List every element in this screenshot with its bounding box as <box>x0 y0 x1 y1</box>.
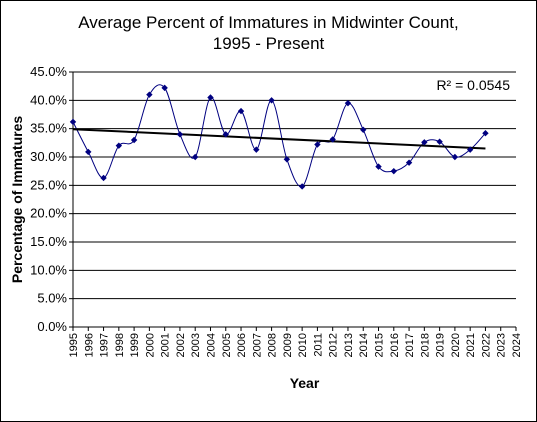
data-point <box>69 118 77 126</box>
x-tick-label: 2002 <box>175 333 187 357</box>
chart-title-line-1: Average Percent of Immatures in Midwinte… <box>78 13 459 32</box>
data-point <box>85 148 92 156</box>
data-point <box>100 174 107 182</box>
y-tick-label: 20.0% <box>30 206 67 221</box>
y-tick-label: 10.0% <box>30 262 67 277</box>
data-point <box>237 107 245 115</box>
x-tick-label: 2014 <box>358 333 370 357</box>
series-line <box>72 84 486 188</box>
x-tick-label: 2004 <box>205 333 217 357</box>
x-tick-label: 2005 <box>221 333 233 357</box>
y-axis-title: Percentage of Immatures <box>9 116 25 283</box>
x-tick-label: 2000 <box>144 333 156 357</box>
x-tick-label: 2013 <box>343 333 355 357</box>
x-tick-label: 2008 <box>267 333 279 357</box>
data-point <box>344 99 352 107</box>
data-point <box>222 131 229 138</box>
data-point <box>192 153 199 161</box>
data-point <box>283 156 291 163</box>
x-tick-label: 2016 <box>389 333 401 357</box>
y-tick-label: 25.0% <box>30 177 67 192</box>
data-point <box>405 159 413 166</box>
x-tick-label: 1999 <box>129 333 141 357</box>
data-point <box>146 91 153 98</box>
x-tick-label: 2010 <box>297 333 309 357</box>
data-point <box>375 163 382 170</box>
x-tick-label: 2003 <box>190 333 202 357</box>
trendline <box>72 128 486 150</box>
r-squared-label: R² = 0.0545 <box>436 77 510 93</box>
x-tick-label: 2006 <box>236 333 248 357</box>
data-point <box>176 131 184 138</box>
data-point <box>390 167 397 175</box>
y-tick-label: 15.0% <box>30 234 67 249</box>
data-point <box>466 146 474 153</box>
y-tick-label: 0.0% <box>37 319 67 334</box>
data-point <box>482 130 489 137</box>
data-point <box>161 84 168 92</box>
data-point <box>314 141 321 148</box>
data-point <box>421 139 428 146</box>
x-tick-label: 2024 <box>511 333 523 357</box>
data-point <box>451 153 459 161</box>
x-tick-label: 1996 <box>83 333 95 357</box>
data-point <box>253 146 260 153</box>
x-tick-label: 1998 <box>114 333 126 357</box>
chart-title-line-2: 1995 - Present <box>212 34 325 53</box>
data-point <box>207 94 214 101</box>
x-tick-label: 2019 <box>435 333 447 357</box>
data-point <box>436 138 443 145</box>
x-axis-title: Year <box>290 375 320 391</box>
x-tick-label: 2007 <box>251 333 263 357</box>
data-point <box>115 142 123 149</box>
y-tick-label: 35.0% <box>30 121 67 136</box>
x-tick-label: 1997 <box>99 333 111 357</box>
x-tick-label: 2022 <box>480 333 492 357</box>
x-tick-label: 2012 <box>328 333 340 357</box>
x-tick-label: 2018 <box>419 333 431 357</box>
plot-area <box>73 72 516 327</box>
y-tick-label: 40.0% <box>30 92 67 107</box>
x-tick-label: 2021 <box>465 333 477 357</box>
x-tick-label: 1995 <box>68 333 80 357</box>
data-point <box>360 126 367 133</box>
x-tick-label: 2009 <box>282 333 294 357</box>
x-tick-label: 2011 <box>312 333 324 357</box>
data-point <box>130 136 138 144</box>
y-tick-label: 45.0% <box>30 64 67 79</box>
data-point <box>298 183 306 190</box>
data-point <box>268 97 275 104</box>
x-tick-label: 2017 <box>404 333 416 357</box>
y-tick-label: 30.0% <box>30 149 67 164</box>
x-tick-label: 2001 <box>160 333 172 357</box>
x-tick-label: 2020 <box>450 333 462 357</box>
y-tick-label: 5.0% <box>37 291 67 306</box>
data-point <box>329 136 336 143</box>
x-tick-label: 2015 <box>374 333 386 357</box>
x-tick-label: 2023 <box>496 333 508 357</box>
